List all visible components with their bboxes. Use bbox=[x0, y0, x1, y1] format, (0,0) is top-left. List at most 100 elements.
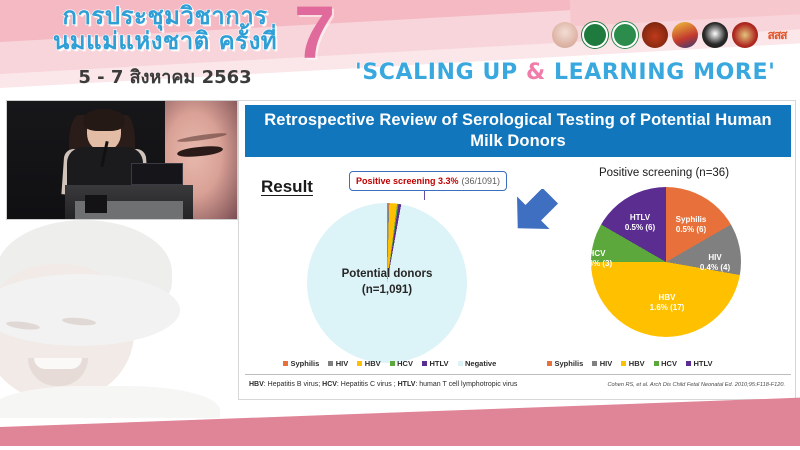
legend-swatch-hbv-icon bbox=[621, 361, 627, 366]
conference-header-banner: การประชุมวิชาการ นมแม่แห่งชาติ ครั้งที่ … bbox=[0, 0, 800, 95]
legend-label-hbv: HBV bbox=[628, 359, 645, 368]
legend-swatch-negative-icon bbox=[457, 361, 463, 366]
left-legend-item-htlv: HTLV bbox=[421, 359, 449, 368]
conference-date: 5 - 7 สิงหาคม 2563 bbox=[78, 67, 252, 88]
slice-label-hbv: HBV 1.6% (17) bbox=[623, 293, 711, 314]
slice-label-htlv-name: HTLV bbox=[629, 213, 651, 222]
blue-transition-arrow-icon bbox=[517, 189, 559, 229]
footnote-htlv-key: HTLV bbox=[397, 381, 416, 388]
speaker-hair-top bbox=[83, 109, 125, 131]
right-pie-chart-title: Positive screening (n=36) bbox=[598, 167, 730, 179]
conference-edition-number: 7 bbox=[294, 0, 336, 74]
callout-subtext: (36/1091) bbox=[461, 176, 501, 186]
callout-leader-line bbox=[424, 191, 425, 200]
legend-label-htlv: HTLV bbox=[693, 359, 713, 368]
right-legend-item-syphilis: Syphilis bbox=[547, 359, 583, 368]
slice-label-htlv-value: 0.5% (6) bbox=[624, 223, 656, 233]
legend-label-hbv: HBV bbox=[364, 359, 381, 368]
left-pie-legend: Syphilis HIV HBV HCV HTLV Negative bbox=[283, 359, 496, 368]
slice-label-syphilis: Syphilis 0.5% (6) bbox=[659, 215, 723, 236]
left-pie-center-label: Potential donors (n=1,091) bbox=[297, 267, 477, 298]
baby-watermark-image bbox=[0, 218, 250, 418]
baby-clothing bbox=[0, 386, 220, 418]
sponsor-logo-row: สสส bbox=[552, 22, 792, 48]
footnote-citation: Cohen RS, et al. Arch Dis Child Fetal Ne… bbox=[607, 381, 785, 388]
result-heading: Result bbox=[261, 177, 313, 196]
conference-thai-title-line1: การประชุมวิชาการ bbox=[62, 2, 268, 30]
left-legend-item-hbv: HBV bbox=[357, 359, 381, 368]
legend-label-hcv: HCV bbox=[661, 359, 677, 368]
slice-label-syphilis-value: 0.5% (6) bbox=[675, 225, 707, 235]
right-legend-item-hcv: HCV bbox=[653, 359, 677, 368]
bottom-white-strip bbox=[0, 446, 800, 450]
legend-swatch-hiv-icon bbox=[328, 361, 334, 366]
legend-swatch-hbv-icon bbox=[357, 361, 363, 366]
right-pie-chart-graphic bbox=[591, 187, 741, 337]
thaihealth-sss-logo-icon: สสส bbox=[767, 27, 788, 42]
right-pie-chart: Positive screening (n=36) Syphilis 0.5% … bbox=[539, 167, 789, 377]
left-legend-item-hcv: HCV bbox=[389, 359, 413, 368]
right-pie-legend: Syphilis HIV HBV HCV HTLV bbox=[547, 359, 713, 368]
legend-label-negative: Negative bbox=[465, 359, 497, 368]
baby-hat-brim bbox=[0, 274, 180, 346]
legend-swatch-htlv-icon bbox=[421, 361, 427, 366]
legend-swatch-htlv-icon bbox=[685, 361, 691, 366]
right-legend-item-hbv: HBV bbox=[621, 359, 645, 368]
closeup-eye bbox=[176, 144, 224, 159]
slice-label-hbv-name: HBV bbox=[658, 293, 676, 302]
left-legend-item-hiv: HIV bbox=[328, 359, 348, 368]
footnote-abbreviations: HBV: Hepatitis B virus; HCV: Hepatitis C… bbox=[249, 381, 517, 388]
legend-label-htlv: HTLV bbox=[429, 359, 449, 368]
right-legend-item-hiv: HIV bbox=[592, 359, 612, 368]
bottom-pink-banner bbox=[0, 392, 800, 450]
podium-plaque bbox=[85, 195, 107, 213]
legend-label-hiv: HIV bbox=[335, 359, 349, 368]
legend-swatch-syphilis-icon bbox=[283, 361, 288, 366]
legend-swatch-hiv-icon bbox=[592, 361, 598, 366]
left-pie-center-label-line1: Potential donors bbox=[341, 268, 433, 280]
footnote-hcv-key: HCV bbox=[322, 381, 337, 388]
speaker-presentation-video[interactable] bbox=[6, 100, 238, 220]
buddha-emblem-logo-icon bbox=[552, 22, 578, 48]
slide-footnote: HBV: Hepatitis B virus; HCV: Hepatitis C… bbox=[245, 374, 791, 394]
tagline-part-2: LEARNING MORE' bbox=[545, 60, 776, 86]
legend-label-syphilis: Syphilis bbox=[554, 359, 584, 368]
tagline-part-1: 'SCALING UP bbox=[355, 60, 526, 86]
legend-label-syphilis: Syphilis bbox=[290, 359, 320, 368]
slice-label-hbv-value: 1.6% (17) bbox=[649, 303, 685, 313]
callout-highlight-text: Positive screening 3.3% bbox=[355, 176, 459, 186]
royal-crest-logo-icon bbox=[642, 22, 668, 48]
legend-label-hiv: HIV bbox=[599, 359, 613, 368]
slide-title: Retrospective Review of Serological Test… bbox=[245, 105, 791, 157]
left-pie-chart: Potential donors (n=1,091) bbox=[297, 201, 477, 371]
legend-swatch-hcv-icon bbox=[389, 361, 395, 366]
slice-label-hiv: HIV 0.4% (4) bbox=[689, 253, 741, 274]
footnote-hcv-value: : Hepatitis C virus ; bbox=[336, 381, 398, 388]
laptop-icon bbox=[131, 163, 183, 185]
green-medical-logo-icon bbox=[612, 22, 638, 48]
green-caduceus-logo-icon bbox=[582, 22, 608, 48]
slice-label-htlv: HTLV 0.5% (6) bbox=[611, 213, 669, 234]
right-legend-item-htlv: HTLV bbox=[685, 359, 713, 368]
conference-thai-title-line2: นมแม่แห่งชาติ ครั้งที่ bbox=[52, 26, 278, 55]
slice-label-hiv-name: HIV bbox=[708, 253, 722, 262]
footnote-htlv-value: : human T cell lymphotropic virus bbox=[415, 381, 518, 388]
presentation-slide: Retrospective Review of Serological Test… bbox=[238, 100, 796, 400]
slice-label-hcv: HCV 0.3% (3) bbox=[569, 249, 625, 270]
positive-screening-callout: Positive screening 3.3% (36/1091) bbox=[349, 171, 507, 191]
garuda-crest-logo-icon bbox=[672, 22, 698, 48]
tagline-ampersand: & bbox=[525, 60, 546, 86]
slice-label-hcv-name: HCV bbox=[588, 249, 606, 258]
left-pie-center-label-line2: (n=1,091) bbox=[361, 283, 413, 296]
slice-label-hcv-value: 0.3% (3) bbox=[581, 259, 613, 269]
conference-tagline: 'SCALING UP & LEARNING MORE' bbox=[355, 60, 795, 86]
closeup-eyebrow bbox=[176, 131, 228, 144]
footnote-hbv-key: HBV bbox=[249, 381, 264, 388]
legend-swatch-syphilis-icon bbox=[547, 361, 552, 366]
red-crest-logo-icon bbox=[732, 22, 758, 48]
slice-label-hiv-value: 0.4% (4) bbox=[699, 263, 731, 273]
slice-label-syphilis-name: Syphilis bbox=[675, 215, 707, 224]
bottom-band-dark bbox=[0, 395, 800, 450]
legend-label-hcv: HCV bbox=[397, 359, 413, 368]
